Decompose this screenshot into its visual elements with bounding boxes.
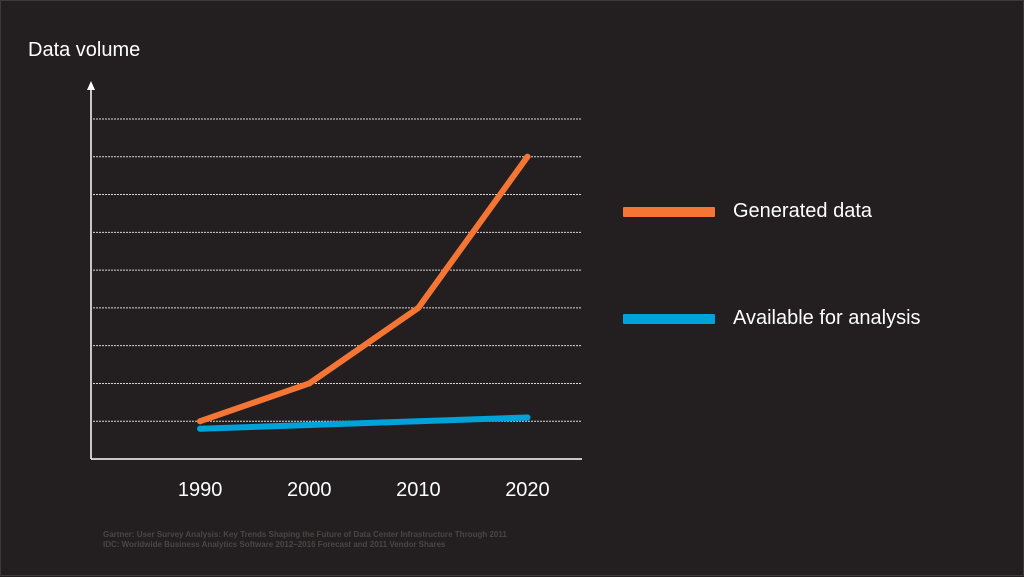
data-point — [415, 304, 422, 311]
data-point — [524, 414, 531, 421]
x-tick-label: 2020 — [505, 479, 550, 501]
source-line: Gartner: User Survey Analysis: Key Trend… — [103, 530, 507, 539]
x-tick-label: 2000 — [287, 479, 332, 501]
source-line: IDC: Worldwide Business Analytics Softwa… — [103, 540, 446, 549]
legend-swatch-generated-data — [623, 207, 715, 217]
sources-footnote: Gartner: User Survey Analysis: Key Trend… — [103, 530, 507, 550]
y-axis-title: Data volume — [28, 39, 141, 61]
data-point — [197, 418, 204, 425]
legend-swatch-available-for-analysis — [623, 314, 715, 324]
legend-item-available-for-analysis: Available for analysis — [623, 307, 1003, 331]
data-point — [524, 153, 531, 160]
y-axis-arrow-icon — [87, 81, 95, 90]
legend-label-generated-data: Generated data — [733, 200, 872, 222]
legend-label-available-for-analysis: Available for analysis — [733, 307, 921, 329]
data-point — [306, 422, 313, 428]
series-line-1 — [197, 414, 531, 432]
x-tick-label: 2010 — [396, 479, 441, 501]
data-point — [306, 380, 313, 387]
data-point — [415, 418, 422, 425]
data-point — [197, 425, 204, 432]
x-tick-label: 1990 — [178, 479, 223, 501]
series-line-0 — [197, 153, 531, 425]
legend-item-generated-data: Generated data — [623, 200, 1003, 224]
